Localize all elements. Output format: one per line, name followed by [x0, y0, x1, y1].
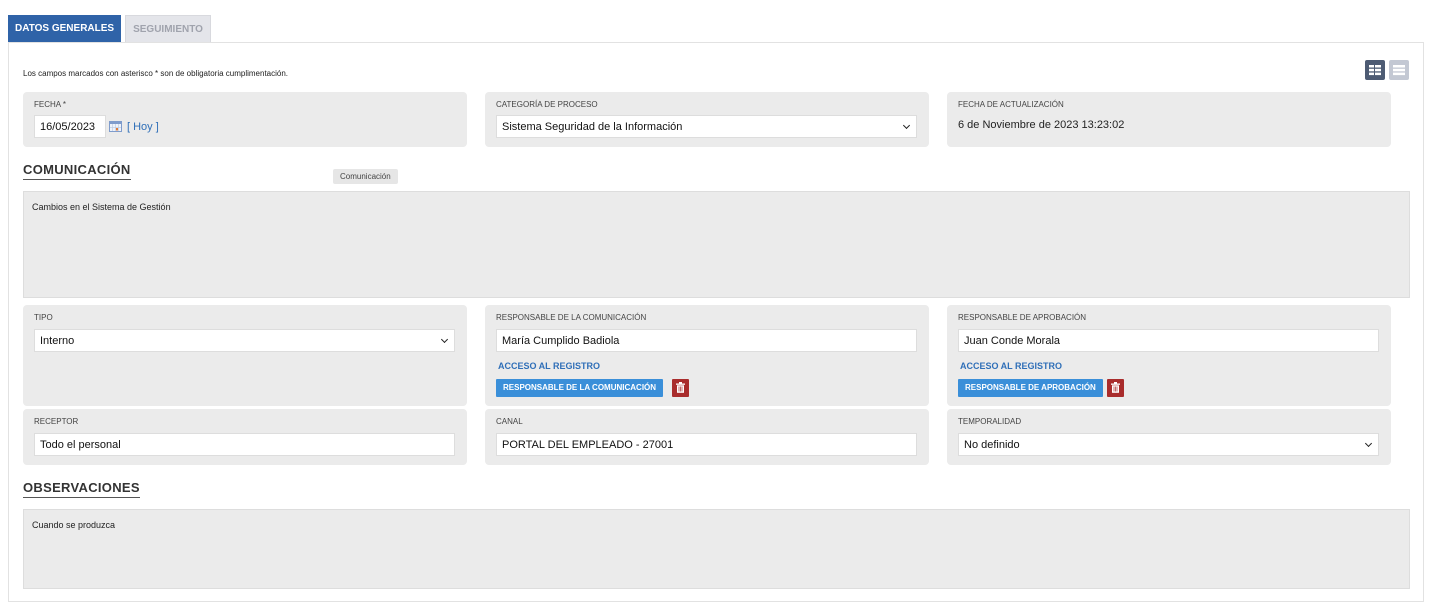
observaciones-heading: OBSERVACIONES [23, 480, 140, 498]
acceso-registro-link[interactable]: ACCESO AL REGISTRO [498, 361, 601, 371]
list-view-button[interactable] [1389, 60, 1409, 80]
grid-view-button[interactable] [1365, 60, 1385, 80]
observaciones-textarea[interactable]: Cuando se produzca [23, 509, 1410, 589]
tipo-label: TIPO [34, 313, 53, 322]
hoy-link[interactable]: [ Hoy ] [127, 121, 159, 133]
receptor-field-group: RECEPTOR Todo el personal [23, 409, 467, 465]
fecha-input[interactable]: 16/05/2023 [34, 115, 106, 138]
responsable-aprobacion-input[interactable]: Juan Conde Morala [958, 329, 1379, 352]
responsable-aprobacion-button[interactable]: RESPONSABLE DE APROBACIÓN [958, 379, 1103, 397]
temporalidad-label: TEMPORALIDAD [958, 417, 1022, 426]
responsable-comunicacion-button[interactable]: RESPONSABLE DE LA COMUNICACIÓN [496, 379, 664, 397]
tipo-value: Interno [40, 335, 75, 347]
actualizacion-field-group: FECHA DE ACTUALIZACIÓN 6 de Noviembre de… [947, 92, 1391, 147]
categoria-value: Sistema Seguridad de la Información [502, 121, 683, 133]
comunicacion-tooltip: Comunicación [333, 169, 398, 184]
fecha-label: FECHA * [34, 100, 67, 109]
temporalidad-select[interactable]: No definido [958, 433, 1379, 456]
categoria-field-group: CATEGORÍA DE PROCESO Sistema Seguridad d… [485, 92, 929, 147]
grid-view-icon [1369, 65, 1381, 76]
tab-seguimiento[interactable]: SEGUIMIENTO [125, 15, 211, 43]
trash-icon [1111, 382, 1120, 393]
categoria-label: CATEGORÍA DE PROCESO [496, 100, 598, 109]
delete-responsable-aprobacion-button[interactable] [1107, 379, 1124, 397]
temporalidad-field-group: TEMPORALIDAD No definido [947, 409, 1391, 465]
list-view-icon [1393, 65, 1405, 76]
comunicacion-heading: COMUNICACIÓN [23, 162, 131, 180]
canal-label: CANAL [496, 417, 523, 426]
trash-icon [676, 382, 685, 393]
comunicacion-textarea[interactable]: Cambios en el Sistema de Gestión [23, 191, 1410, 298]
actualizacion-value: 6 de Noviembre de 2023 13:23:02 [958, 119, 1125, 131]
acceso-registro-link[interactable]: ACCESO AL REGISTRO [960, 361, 1063, 371]
canal-input[interactable]: PORTAL DEL EMPLEADO - 27001 [496, 433, 917, 456]
tipo-select[interactable]: Interno [34, 329, 455, 352]
responsable-aprobacion-field-group: RESPONSABLE DE APROBACIÓN Juan Conde Mor… [947, 305, 1391, 406]
calendar-icon[interactable] [109, 121, 122, 132]
tipo-field-group: TIPO Interno [23, 305, 467, 406]
tab-datos-generales[interactable]: DATOS GENERALES [8, 15, 122, 43]
responsable-comunicacion-field-group: RESPONSABLE DE LA COMUNICACIÓN María Cum… [485, 305, 929, 406]
responsable-comunicacion-label: RESPONSABLE DE LA COMUNICACIÓN [496, 313, 647, 322]
responsable-comunicacion-input[interactable]: María Cumplido Badiola [496, 329, 917, 352]
required-fields-note: Los campos marcados con asterisco * son … [23, 69, 289, 78]
fecha-field-group: FECHA * 16/05/2023 [ Hoy ] [23, 92, 467, 147]
canal-field-group: CANAL PORTAL DEL EMPLEADO - 27001 [485, 409, 929, 465]
receptor-input[interactable]: Todo el personal [34, 433, 455, 456]
categoria-select[interactable]: Sistema Seguridad de la Información [496, 115, 917, 138]
responsable-aprobacion-label: RESPONSABLE DE APROBACIÓN [958, 313, 1087, 322]
tab-bar: DATOS GENERALES SEGUIMIENTO [8, 15, 211, 43]
temporalidad-value: No definido [964, 439, 1020, 451]
receptor-label: RECEPTOR [34, 417, 79, 426]
actualizacion-label: FECHA DE ACTUALIZACIÓN [958, 100, 1064, 109]
delete-responsable-comunicacion-button[interactable] [672, 379, 689, 397]
